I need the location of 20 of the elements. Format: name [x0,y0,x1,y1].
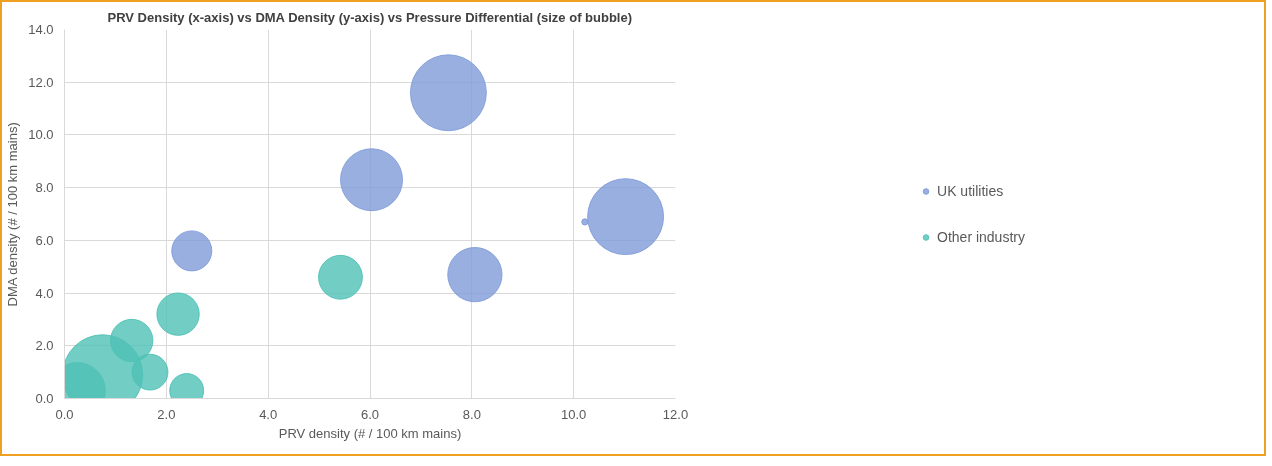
y-tick-label: 12.0 [28,74,54,90]
y-tick-label: 8.0 [35,180,54,196]
y-tick-label: 4.0 [35,285,54,301]
x-tick-label: 8.0 [462,406,481,422]
y-axis-title: DMA density (# / 100 km mains) [5,122,21,307]
x-tick-label: 4.0 [259,406,278,422]
y-tick-label: 0.0 [35,391,54,406]
legend-label: UK utilities [937,182,1004,199]
x-tick-label: 0.0 [55,406,74,422]
x-tick-label: 2.0 [157,406,176,422]
x-tick-label: 6.0 [360,406,380,422]
legend-label: Other industry [937,228,1025,245]
chart-title: PRV Density (x-axis) vs DMA Density (y-axis) vs Pressure Differential (size of bubble) [107,9,633,25]
y-tick-label: 2.0 [35,338,54,354]
x-axis-title: PRV density (# / 100 km mains) [278,425,462,441]
y-tick-label: 10.0 [28,127,54,143]
x-tick-label: 12.0 [662,406,689,422]
y-tick-label: 6.0 [35,232,54,248]
x-tick-label: 10.0 [561,406,587,422]
y-tick-label: 14.0 [28,22,54,37]
